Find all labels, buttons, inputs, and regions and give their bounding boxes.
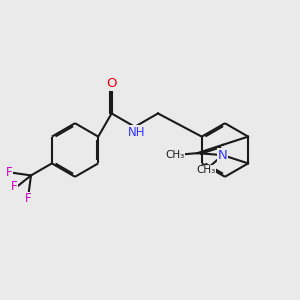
Text: F: F: [11, 180, 18, 193]
Text: O: O: [106, 77, 117, 91]
Text: CH₃: CH₃: [165, 150, 184, 160]
Text: NH: NH: [128, 126, 146, 139]
Text: F: F: [25, 192, 32, 205]
Text: N: N: [218, 148, 227, 162]
Text: CH₃: CH₃: [196, 165, 215, 175]
Text: F: F: [6, 166, 12, 179]
